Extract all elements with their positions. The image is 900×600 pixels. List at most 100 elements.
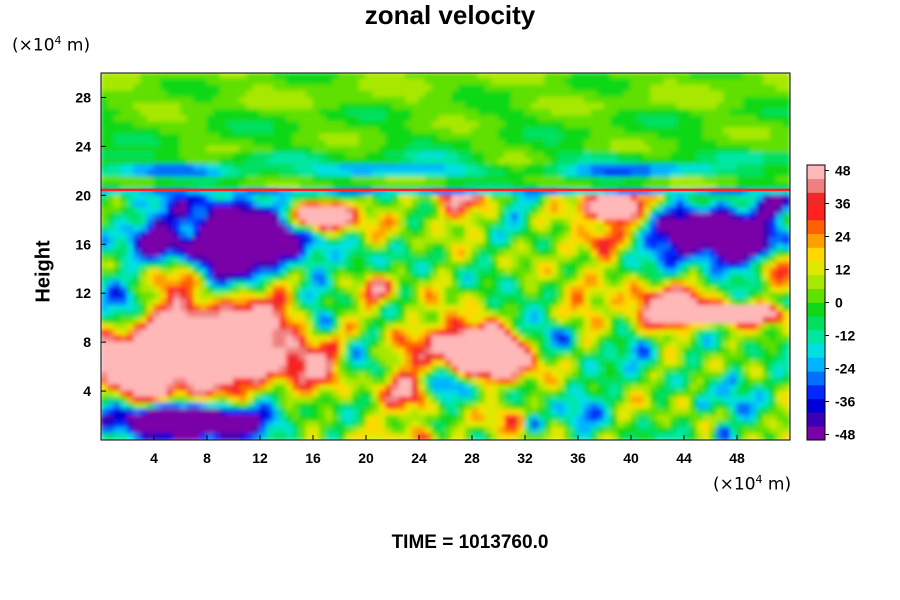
field-cell <box>564 292 572 300</box>
field-cell <box>484 317 493 325</box>
field-cell <box>140 255 148 264</box>
field-cell <box>471 109 480 117</box>
field-cell <box>617 286 625 294</box>
field-cell <box>776 231 784 239</box>
field-cell <box>643 286 652 294</box>
field-cell <box>266 127 274 135</box>
field-cell <box>590 359 599 368</box>
field-cell <box>451 304 460 313</box>
field-cell <box>716 115 725 123</box>
field-cell <box>630 249 639 258</box>
field-cell <box>126 127 135 135</box>
field-cell <box>570 304 579 313</box>
field-cell <box>769 139 778 147</box>
field-cell <box>378 292 387 300</box>
field-cell <box>319 292 327 300</box>
field-cell <box>160 194 168 203</box>
field-cell <box>239 109 248 117</box>
field-cell <box>584 231 592 239</box>
field-cell <box>425 182 433 190</box>
field-cell <box>332 121 341 129</box>
field-cell <box>570 164 579 172</box>
field-cell <box>451 335 460 343</box>
field-cell <box>186 109 195 117</box>
field-cell <box>464 225 473 233</box>
field-cell <box>550 78 559 86</box>
field-cell <box>166 145 175 154</box>
field-cell <box>365 158 374 166</box>
field-cell <box>126 225 135 233</box>
field-cell <box>584 182 592 190</box>
field-cell <box>776 164 784 172</box>
field-cell <box>101 237 109 245</box>
field-cell <box>630 317 639 325</box>
field-cell <box>252 298 261 307</box>
field-cell <box>729 304 738 313</box>
field-cell <box>776 200 784 209</box>
field-cell <box>776 286 784 294</box>
field-cell <box>663 347 672 355</box>
field-cell <box>749 268 758 276</box>
field-cell <box>120 109 129 117</box>
field-cell <box>153 329 162 337</box>
field-cell <box>517 262 526 270</box>
field-cell <box>478 304 486 313</box>
field-cell <box>232 262 241 270</box>
field-cell <box>239 329 248 337</box>
field-cell <box>365 78 374 86</box>
field-cell <box>292 170 301 178</box>
field-cell <box>643 243 652 251</box>
field-cell <box>524 73 533 80</box>
field-cell <box>458 73 466 80</box>
field-cell <box>524 231 533 239</box>
field-cell <box>782 121 790 129</box>
field-cell <box>438 255 447 264</box>
field-cell <box>385 225 394 233</box>
field-cell <box>120 121 129 129</box>
field-cell <box>133 243 142 251</box>
field-cell <box>570 102 579 111</box>
field-cell <box>663 96 672 105</box>
field-cell <box>405 359 413 368</box>
field-cell <box>213 317 221 325</box>
field-cell <box>630 237 639 245</box>
field-cell <box>173 115 182 123</box>
field-cell <box>749 219 758 227</box>
field-cell <box>749 280 758 288</box>
field-cell <box>266 292 274 300</box>
field-cell <box>670 225 678 233</box>
field-cell <box>166 84 175 92</box>
field-cell <box>358 206 367 215</box>
field-cell <box>557 249 566 258</box>
field-cell <box>524 182 533 190</box>
field-cell <box>299 335 307 343</box>
field-cell <box>146 298 155 307</box>
field-cell <box>431 335 440 343</box>
field-cell <box>385 90 394 99</box>
field-cell <box>729 359 738 368</box>
field-cell <box>696 145 705 154</box>
field-cell <box>458 219 466 227</box>
field-cell <box>444 298 453 307</box>
field-cell <box>683 96 692 105</box>
field-cell <box>266 317 274 325</box>
field-cell <box>504 274 513 282</box>
field-cell <box>107 237 115 245</box>
field-cell <box>451 188 460 196</box>
field-cell <box>272 262 281 270</box>
field-cell <box>597 274 606 282</box>
field-cell <box>285 206 294 215</box>
field-cell <box>338 200 347 209</box>
field-cell <box>650 255 659 264</box>
field-cell <box>101 268 109 276</box>
field-cell <box>676 73 685 80</box>
field-cell <box>206 237 215 245</box>
field-cell <box>232 115 241 123</box>
field-cell <box>140 335 148 343</box>
field-cell <box>478 102 486 111</box>
field-cell <box>385 347 394 355</box>
field-cell <box>531 84 539 92</box>
field-cell <box>365 170 374 178</box>
field-cell <box>219 262 228 270</box>
field-cell <box>133 286 142 294</box>
